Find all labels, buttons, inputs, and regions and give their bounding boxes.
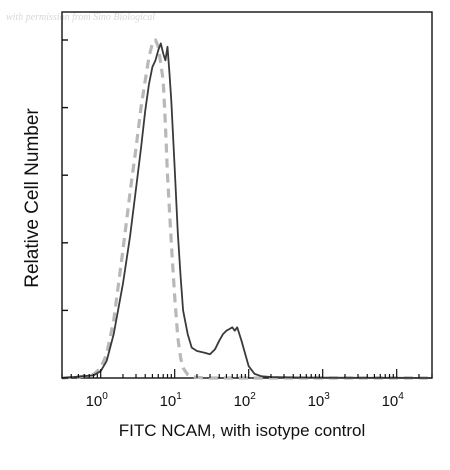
series-line-isotype-control — [61, 38, 432, 380]
series-line-sample — [61, 42, 433, 379]
x-axis-label: FITC NCAM, with isotype control — [119, 421, 366, 440]
x-tick-label: 103 — [308, 391, 331, 410]
y-axis-label: Relative Cell Number — [22, 108, 43, 288]
x-tick-label: 102 — [234, 391, 257, 410]
x-tick-label: 100 — [86, 391, 109, 410]
plot-frame — [61, 11, 433, 379]
watermark-text: with permission from Sino Biological — [6, 12, 155, 23]
axes — [61, 11, 433, 379]
x-tick-label: 104 — [382, 391, 405, 410]
ticks-layer: 100 101 102 103 104 — [61, 39, 433, 410]
series-layer — [61, 38, 433, 380]
x-tick-label: 101 — [160, 391, 183, 410]
